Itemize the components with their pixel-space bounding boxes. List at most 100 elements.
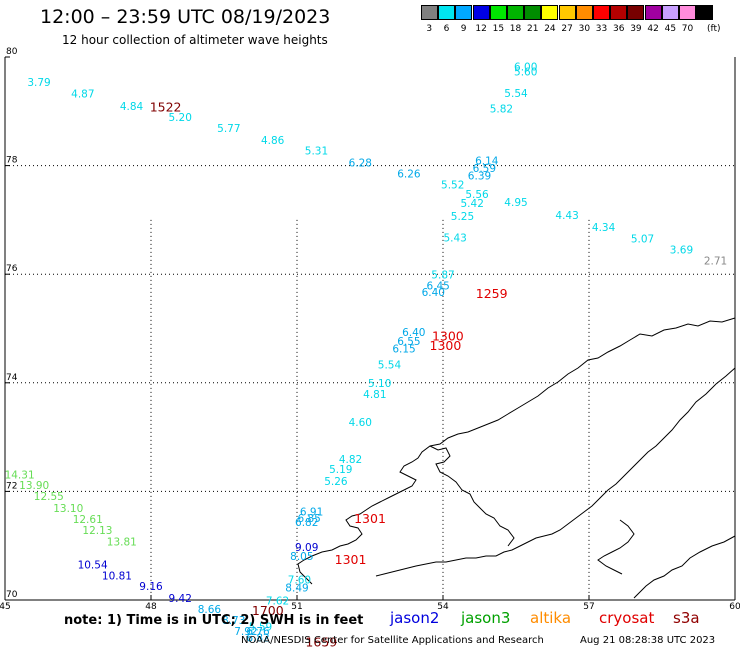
- wave-height-observations: 3.79 4.87 4.84 5.20 5.77 4.86 5.31 6.28 6.26 5.52…: [5, 62, 728, 645]
- satellite-legend-altika: altika: [530, 609, 572, 627]
- wave-height-value: 5.60: [514, 66, 537, 78]
- wave-height-value: 4.84: [120, 101, 144, 113]
- wave-height-value: 6.00: [514, 62, 537, 74]
- color-scale-swatch: [644, 5, 662, 20]
- wave-height-value: 5.10: [368, 378, 391, 390]
- wave-height-value: 8.66: [198, 604, 222, 616]
- color-scale-swatch: [627, 5, 645, 20]
- pass-time-label: 1259: [476, 286, 508, 301]
- map-gridlines: [4, 56, 736, 601]
- wave-height-value: 12.55: [34, 491, 64, 503]
- longitude-tick-label: 51: [291, 602, 302, 612]
- color-scale-label: 3: [426, 24, 433, 34]
- satellite-legend-cryosat: cryosat: [599, 609, 655, 627]
- wave-height-value: 5.59: [249, 621, 272, 633]
- latitude-tick-label: 72: [6, 481, 17, 491]
- color-scale-swatch: [472, 5, 490, 20]
- longitude-tick-label: 60: [729, 602, 740, 612]
- credit-line: NOAA/NESDIS Center for Satellite Applica…: [241, 635, 544, 646]
- pass-time-label: 1300: [430, 338, 462, 353]
- wave-height-value: 3.69: [670, 245, 693, 257]
- longitude-tick-label: 48: [145, 602, 157, 612]
- wave-height-value: 13.81: [107, 537, 137, 549]
- wave-height-value: 4.60: [349, 417, 372, 429]
- color-scale-swatch: [696, 5, 714, 20]
- color-scale-label: 18: [509, 24, 522, 34]
- color-scale-swatch: [575, 5, 593, 20]
- latitude-tick-label: 80: [6, 47, 18, 57]
- color-scale-label: 45: [664, 24, 677, 34]
- satellite-legend-jason2: jason2: [390, 609, 440, 627]
- wave-height-value: 9.09: [295, 542, 318, 554]
- wave-height-value: 5.31: [305, 146, 328, 158]
- wave-height-value: 5.07: [631, 234, 654, 246]
- color-scale-swatch: [421, 5, 438, 20]
- wave-height-value: 6.26: [397, 169, 421, 181]
- wave-height-value: 2.71: [704, 255, 727, 267]
- color-scale-label: 70: [681, 24, 694, 34]
- wave-height-value: 5.52: [441, 179, 464, 191]
- color-scale-swatch: [679, 5, 696, 20]
- wave-height-value: 10.81: [102, 570, 132, 582]
- coastline-novaya-zemlya: [297, 317, 736, 599]
- wave-height-value: 7.62: [266, 595, 289, 607]
- coastline-east-path: [633, 535, 736, 599]
- wave-height-value: 6.45: [426, 280, 449, 292]
- wave-height-value: 6.91: [300, 506, 323, 518]
- wave-height-value: 5.77: [217, 123, 240, 135]
- wave-height-value: 4.34: [592, 222, 616, 234]
- wave-height-value: 5.56: [465, 189, 489, 201]
- pass-time-label: 1301: [335, 552, 367, 567]
- color-scale-swatch: [438, 5, 456, 20]
- coastline-jag-path: [429, 445, 515, 547]
- wave-height-value: 5.20: [169, 112, 192, 124]
- latitude-tick-label: 78: [6, 156, 18, 166]
- pass-time-label: 1659: [305, 635, 337, 650]
- color-scale-swatch: [593, 5, 610, 20]
- color-scale-label: 27: [561, 24, 573, 34]
- color-scale-label: 42: [647, 24, 659, 34]
- color-scale-label: 15: [492, 24, 505, 34]
- coastline-path: [297, 317, 736, 585]
- wave-height-value: 14.31: [5, 469, 35, 481]
- chart-subtitle: 12 hour collection of altimeter wave hei…: [62, 33, 328, 47]
- wave-height-value: 4.95: [504, 197, 527, 209]
- color-scale-swatch: [661, 5, 679, 20]
- longitude-tick-label: 54: [437, 602, 449, 612]
- wave-height-value: 8.49: [285, 582, 308, 594]
- latitude-tick-label: 70: [6, 590, 18, 600]
- wave-height-value: 10.54: [78, 560, 108, 572]
- wave-height-value: 6.15: [392, 343, 415, 355]
- chart-title: 12:00 – 23:59 UTC 08/19/2023: [40, 6, 331, 28]
- wave-height-value: 4.86: [261, 135, 285, 147]
- color-scale-swatch: [524, 5, 542, 20]
- wave-height-value: 6.28: [349, 158, 372, 170]
- pass-time-label: 1522: [150, 99, 182, 114]
- wave-height-value: 5.43: [443, 233, 466, 245]
- map-axis-labels: 45 48 51 54 57 60 80 78 76 74 72 70: [0, 47, 740, 612]
- wave-height-value: 5.87: [431, 270, 454, 282]
- wave-height-value: 12.13: [82, 525, 112, 537]
- wave-height-value: 5.19: [329, 464, 352, 476]
- color-scale-unit: (ft): [707, 24, 721, 34]
- wave-height-value: 5.42: [461, 198, 484, 210]
- color-scale-label: 6: [443, 24, 450, 34]
- coastline-bay-path: [597, 519, 635, 575]
- longitude-tick-label: 57: [583, 602, 594, 612]
- color-scale-label: 12: [475, 24, 487, 34]
- pass-time-label: 1700: [252, 603, 284, 618]
- latitude-tick-label: 76: [6, 264, 18, 274]
- wave-height-value: 6.40: [422, 287, 445, 299]
- wave-height-value: 6.40: [402, 327, 425, 339]
- satellite-legend-s3a: s3a: [673, 609, 700, 627]
- wave-height-value: 9.16: [139, 581, 163, 593]
- color-scale-swatch: [489, 5, 507, 20]
- color-scale-swatch: [541, 5, 559, 20]
- coastline-inner-path: [375, 367, 736, 577]
- footnote: note: 1) Time is in UTC; 2) SWH is in fe…: [64, 613, 364, 628]
- wave-height-value: 6.76: [246, 626, 270, 638]
- wave-height-value: 6.39: [468, 171, 491, 183]
- wave-height-value: 5.82: [490, 103, 513, 115]
- wave-height-value: 6.82: [295, 517, 318, 529]
